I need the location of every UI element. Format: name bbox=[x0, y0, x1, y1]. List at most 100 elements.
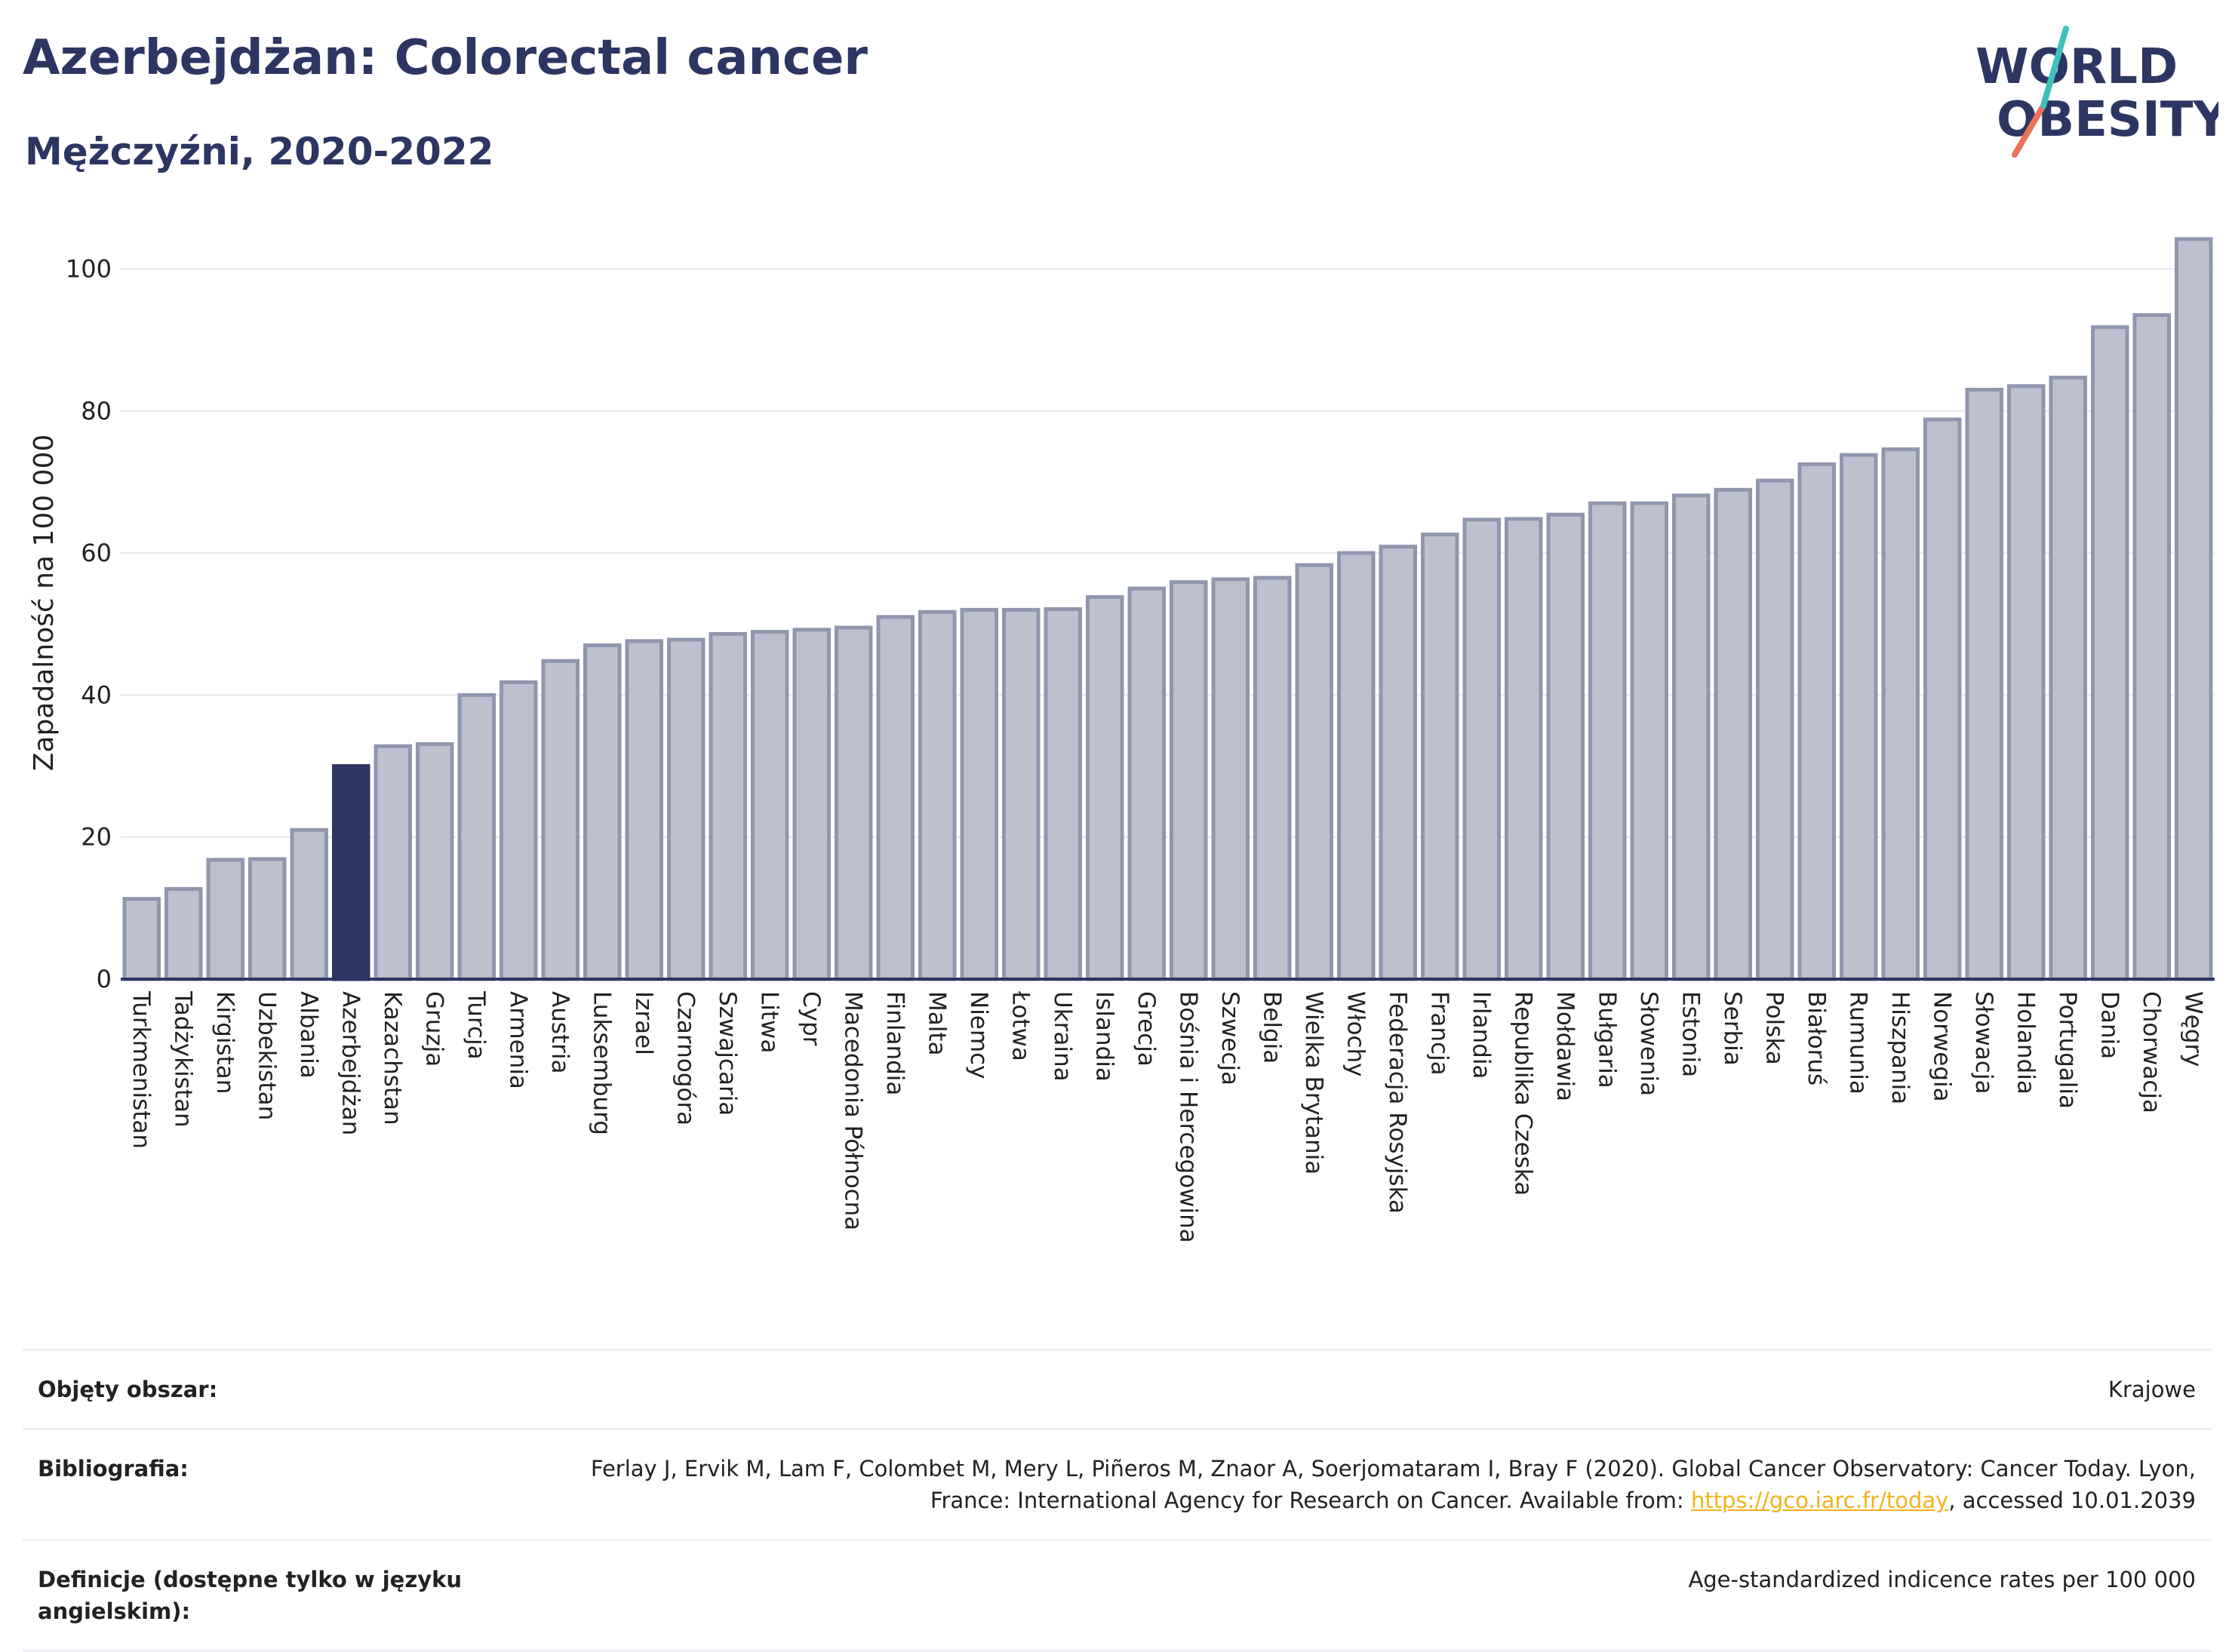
logo-slash-teal bbox=[2040, 26, 2069, 109]
logo-word-obesity: OBESITY bbox=[1997, 92, 2218, 148]
bar bbox=[374, 744, 413, 981]
bar bbox=[918, 610, 957, 981]
source-link[interactable]: https://gco.iarc.fr/today bbox=[1690, 1488, 1949, 1514]
y-tick-label: 80 bbox=[81, 397, 112, 425]
coverage-label: Objęty obszar: bbox=[38, 1377, 218, 1402]
bar bbox=[1839, 453, 1878, 981]
bar bbox=[1755, 478, 1794, 981]
bar bbox=[2090, 325, 2129, 981]
bar bbox=[1420, 533, 1459, 981]
bar bbox=[1295, 563, 1334, 981]
x-tick-label: Francja bbox=[1425, 991, 1453, 1076]
bar bbox=[1630, 501, 1669, 981]
bar-highlighted bbox=[331, 764, 370, 981]
bar bbox=[206, 858, 245, 981]
x-tick-label: Rumunia bbox=[1844, 991, 1871, 1095]
bar bbox=[1546, 512, 1585, 981]
bar bbox=[1714, 487, 1753, 981]
x-axis-labels: Turkmenistan Tadżykistan Kirgistan Uzbekist… bbox=[128, 990, 2207, 1243]
bibliography-text: Ferlay J, Ervik M, Lam F, Colombet M, Me… bbox=[590, 1456, 2196, 1514]
x-tick-label: Kirgistan bbox=[211, 991, 238, 1094]
logo-slash-coral bbox=[2012, 103, 2046, 158]
x-tick-label: Niemcy bbox=[965, 991, 992, 1079]
logo-word-world: WORLD bbox=[1975, 39, 2178, 95]
bar bbox=[1504, 517, 1543, 981]
y-tick-label: 0 bbox=[97, 965, 112, 993]
x-tick-label: Luksemburg bbox=[588, 991, 615, 1135]
x-tick-label: Szwajcaria bbox=[714, 991, 741, 1116]
chart-title: Azerbejdżan: Colorectal cancer bbox=[23, 30, 868, 86]
y-axis-ticks: 0 20 40 60 80 100 bbox=[66, 254, 112, 993]
bar bbox=[290, 828, 329, 981]
x-tick-label: Portugalia bbox=[2054, 991, 2081, 1109]
x-tick-label: Albania bbox=[295, 991, 322, 1079]
x-tick-label: Uzbekistan bbox=[253, 991, 280, 1120]
x-tick-label: Azerbejdżan bbox=[337, 991, 364, 1135]
y-tick-label: 60 bbox=[81, 539, 112, 567]
x-tick-label: Turkmenistan bbox=[128, 990, 155, 1149]
x-tick-label: Turcja bbox=[463, 990, 490, 1060]
x-tick-label: Hiszpania bbox=[1886, 991, 1914, 1104]
bar bbox=[457, 692, 497, 981]
bar bbox=[1169, 580, 1208, 981]
x-tick-label: Chorwacja bbox=[2138, 991, 2165, 1113]
bar bbox=[625, 639, 664, 981]
bar bbox=[499, 680, 538, 981]
y-axis-label: Zapadalność na 100 000 bbox=[29, 434, 60, 772]
definitions-value: Age-standardized indicence rates per 100… bbox=[1688, 1567, 2196, 1593]
info-row-bibliography: Bibliografia: Ferlay J, Ervik M, Lam F, … bbox=[23, 1428, 2211, 1539]
x-tick-label: Bośnia i Hercegowina bbox=[1174, 991, 1201, 1243]
bar bbox=[834, 625, 873, 981]
bar bbox=[1336, 551, 1376, 981]
bar bbox=[1797, 462, 1837, 981]
bar bbox=[1462, 517, 1502, 981]
bar bbox=[1044, 606, 1083, 981]
x-tick-label: Szwecja bbox=[1216, 991, 1244, 1085]
x-tick-label: Austria bbox=[546, 991, 573, 1074]
x-tick-label: Ukraina bbox=[1049, 991, 1076, 1082]
bar bbox=[247, 857, 287, 981]
y-tick-label: 100 bbox=[66, 254, 112, 283]
bar bbox=[1671, 493, 1711, 981]
x-tick-label: Łotwa bbox=[1007, 990, 1034, 1061]
world-obesity-logo: WORLD OBESITY bbox=[1969, 23, 2228, 166]
info-table: Objęty obszar: Krajowe Bibliografia: Fer… bbox=[23, 1349, 2211, 1652]
x-tick-label: Islandia bbox=[1090, 991, 1118, 1082]
x-tick-label: Serbia bbox=[1719, 991, 1746, 1066]
info-row-coverage: Objęty obszar: Krajowe bbox=[23, 1349, 2211, 1428]
x-tick-label: Grecja bbox=[1133, 991, 1160, 1067]
x-tick-label: Belgia bbox=[1258, 991, 1285, 1064]
x-tick-label: Słowenia bbox=[1635, 991, 1662, 1096]
bar bbox=[750, 630, 789, 981]
coverage-value: Krajowe bbox=[2107, 1377, 2196, 1402]
y-tick-label: 40 bbox=[81, 680, 112, 709]
bar bbox=[2006, 384, 2046, 981]
bar bbox=[1211, 577, 1250, 981]
x-tick-label: Armenia bbox=[504, 991, 531, 1089]
x-tick-label: Białoruś bbox=[1803, 991, 1830, 1085]
x-tick-label: Irlandia bbox=[1468, 991, 1495, 1079]
bibliography-accessed: , accessed 10.01.2039 bbox=[1948, 1488, 2196, 1514]
x-tick-label: Bułgaria bbox=[1593, 991, 1620, 1089]
bar bbox=[1881, 447, 1920, 981]
bars bbox=[122, 237, 2213, 981]
bar bbox=[1001, 607, 1041, 981]
x-tick-label: Polska bbox=[1760, 991, 1788, 1065]
bar bbox=[1923, 417, 1962, 981]
chart-subtitle: Mężczyźni, 2020-2022 bbox=[25, 130, 494, 173]
bar bbox=[709, 631, 748, 981]
x-tick-label: Izrael bbox=[630, 991, 657, 1055]
logo-graphic: WORLD OBESITY bbox=[1975, 26, 2228, 158]
bar bbox=[2174, 237, 2213, 981]
x-tick-label: Macedonia Północna bbox=[839, 991, 866, 1230]
x-tick-label: Słowacja bbox=[1970, 991, 1997, 1094]
bar bbox=[122, 897, 161, 981]
bar bbox=[792, 628, 832, 981]
bar bbox=[1085, 594, 1124, 981]
x-tick-label: Federacja Rosyjska bbox=[1384, 991, 1411, 1214]
x-tick-label: Czarnogóra bbox=[672, 991, 699, 1125]
y-tick-label: 20 bbox=[81, 823, 112, 852]
bar bbox=[1965, 388, 2004, 981]
info-row-definitions: Definicje (dostępne tylko w języku angie… bbox=[23, 1539, 2211, 1652]
x-tick-label: Wielka Brytania bbox=[1300, 991, 1327, 1175]
